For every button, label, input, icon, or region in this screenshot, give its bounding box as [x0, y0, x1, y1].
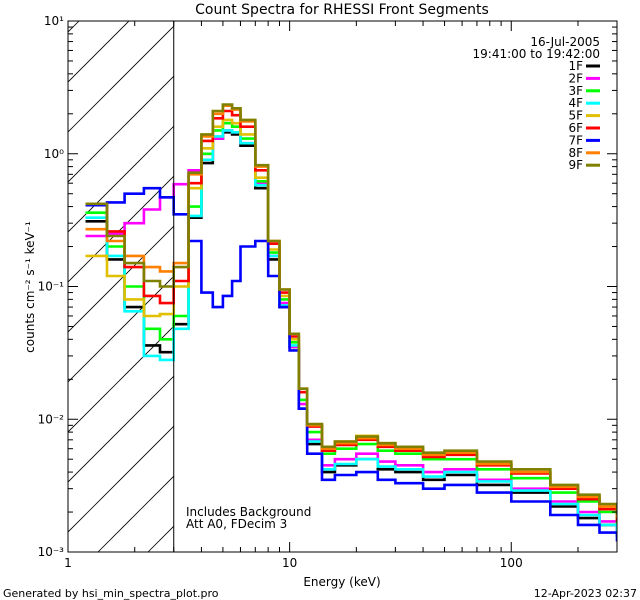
annotation-attenuator: Att A0, FDecim 3: [186, 517, 287, 531]
annotation-background: Includes Background: [186, 505, 311, 519]
y-tick-label: 10⁻¹: [38, 280, 65, 294]
x-tick-label: 10: [282, 556, 297, 570]
chart-title: Count Spectra for RHESSI Front Segments: [195, 2, 489, 18]
x-tick-label: 1: [64, 556, 72, 570]
axes: 1 10 100 10⁻³ 10⁻² 10⁻¹ 10⁰ 10¹: [38, 14, 618, 570]
legend-label-1F: 1F: [568, 59, 583, 73]
date-label: 16-Jul-2005: [530, 35, 600, 49]
y-tick-label: 10¹: [44, 14, 64, 28]
legend-label-9F: 9F: [568, 158, 583, 172]
y-axis-label: counts cm⁻² s⁻¹ keV⁻¹: [23, 221, 37, 353]
legend-label-2F: 2F: [568, 71, 583, 85]
hatch-line: [68, 225, 174, 333]
legend-label-6F: 6F: [568, 121, 583, 135]
legend-label-8F: 8F: [568, 146, 583, 160]
legend-label-7F: 7F: [568, 133, 583, 147]
hatch-line: [68, 375, 174, 483]
legend-label-3F: 3F: [568, 84, 583, 98]
x-tick-label: 100: [500, 556, 523, 570]
x-axis-label: Energy (keV): [303, 575, 380, 589]
time-range-label: 19:41:00 to 19:42:00: [473, 47, 600, 61]
hatch-line: [68, 425, 174, 533]
hatch-line: [68, 75, 174, 183]
y-tick-label: 10⁰: [44, 147, 64, 161]
y-tick-label: 10⁻²: [38, 412, 65, 426]
legend-label-4F: 4F: [568, 96, 583, 110]
y-tick-label: 10⁻³: [38, 545, 65, 559]
footer-timestamp: 12-Apr-2023 02:37: [534, 587, 637, 600]
footer-generated-by: Generated by hsi_min_spectra_plot.pro: [3, 587, 219, 600]
hatch-line: [68, 25, 174, 133]
legend-label-5F: 5F: [568, 109, 583, 123]
